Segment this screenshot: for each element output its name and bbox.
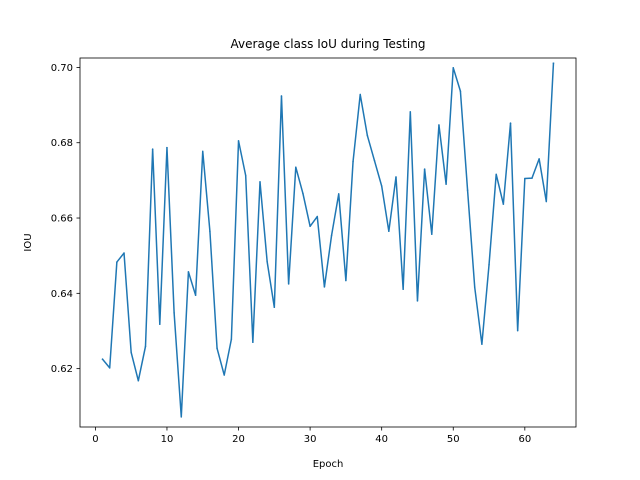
data-point: [280, 95, 283, 97]
data-point: [173, 312, 175, 314]
data-point: [431, 233, 433, 235]
data-point: [495, 173, 497, 176]
y-axis-label: IOU: [23, 233, 34, 251]
data-point: [531, 177, 533, 179]
data-point: [287, 283, 290, 285]
data-point: [538, 158, 540, 160]
data-point: [159, 323, 161, 325]
data-point: [445, 183, 447, 185]
y-tick-label: 0.64: [51, 289, 73, 300]
data-point: [524, 177, 526, 180]
data-point: [359, 93, 361, 96]
data-point: [259, 181, 261, 183]
data-point: [366, 134, 369, 137]
y-tick-label: 0.68: [51, 138, 73, 149]
data-point: [552, 62, 555, 65]
data-point: [230, 338, 233, 341]
data-point: [373, 160, 376, 162]
axes-frame: [79, 57, 577, 428]
data-point: [187, 271, 190, 273]
data-point: [388, 230, 390, 232]
data-point: [488, 263, 490, 266]
x-tick-label: 40: [375, 434, 388, 445]
data-point: [345, 279, 347, 282]
data-point: [295, 166, 297, 168]
data-point: [438, 124, 440, 126]
data-point: [137, 379, 140, 382]
data-point: [302, 192, 304, 195]
data-point: [323, 286, 326, 288]
data-point: [216, 347, 218, 350]
data-point: [466, 189, 469, 191]
plot-area: [80, 58, 576, 427]
data-point: [166, 146, 168, 149]
data-point: [473, 286, 476, 289]
data-point: [380, 185, 383, 187]
series-line: [101, 62, 555, 418]
data-point: [266, 260, 268, 263]
data-point: [416, 300, 419, 302]
x-tick-label: 10: [161, 434, 174, 445]
data-point: [459, 90, 462, 92]
x-tick-label: 20: [232, 434, 245, 445]
data-point: [337, 193, 340, 195]
data-point: [330, 234, 333, 237]
data-point: [202, 150, 204, 153]
y-tick-label: 0.62: [51, 364, 73, 375]
data-point: [123, 252, 125, 254]
data-point: [316, 215, 319, 218]
data-point: [395, 176, 397, 178]
data-point: [502, 203, 505, 205]
data-point: [452, 67, 454, 69]
data-point: [273, 306, 276, 309]
data-point: [180, 416, 183, 418]
y-tick-label: 0.70: [51, 63, 73, 74]
data-point: [545, 200, 548, 203]
x-tick-label: 30: [304, 434, 317, 445]
data-point: [151, 148, 154, 150]
x-tick-label: 50: [447, 434, 460, 445]
data-point: [509, 122, 512, 124]
data-point: [481, 343, 483, 345]
data-point: [402, 288, 404, 290]
data-point: [252, 341, 254, 344]
data-point: [144, 345, 147, 348]
y-tick-label: 0.66: [51, 214, 73, 225]
data-point: [309, 225, 311, 228]
x-tick-label: 60: [518, 434, 531, 445]
data-point: [409, 111, 412, 113]
data-point: [237, 140, 240, 142]
data-point: [352, 160, 354, 163]
data-point: [209, 230, 211, 232]
data-point: [101, 358, 104, 360]
chart-title: Average class IoU during Testing: [231, 37, 426, 51]
data-point: [194, 294, 197, 296]
data-point: [244, 174, 247, 177]
x-tick-label: 0: [92, 434, 98, 445]
data-point: [223, 374, 225, 376]
data-point: [423, 168, 426, 170]
data-point: [108, 367, 111, 369]
data-point: [116, 261, 118, 263]
x-axis-label: Epoch: [313, 459, 344, 470]
data-point: [130, 351, 132, 354]
data-point: [516, 329, 519, 332]
